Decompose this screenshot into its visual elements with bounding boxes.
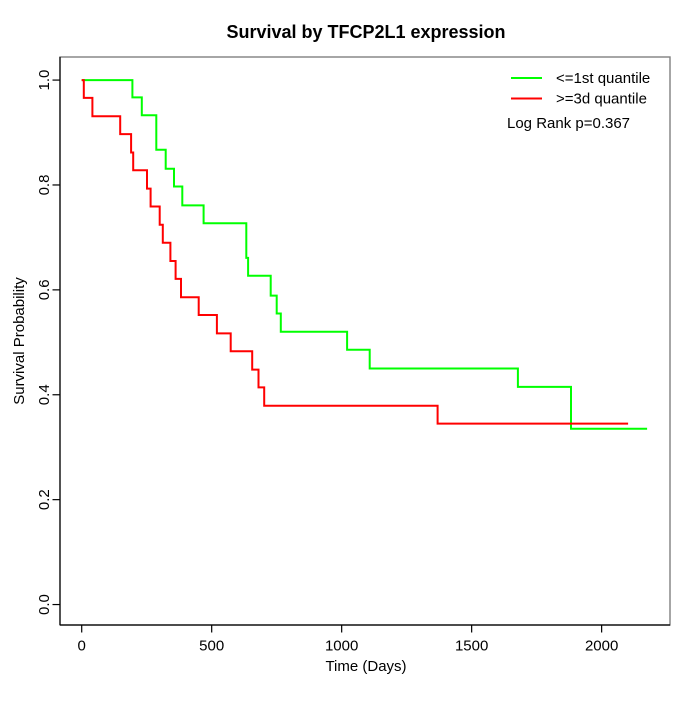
legend-label-first-quantile: <=1st quantile (556, 70, 650, 87)
x-tick-label: 1000 (325, 638, 358, 655)
y-tick-label: 0.2 (36, 489, 53, 510)
legend: <=1st quantile >=3d quantile Log Rank p=… (507, 70, 650, 132)
x-tick-label: 1500 (455, 638, 488, 655)
kaplan-meier-curve-red (81, 79, 629, 425)
y-tick-label: 0.6 (36, 279, 53, 300)
plot-border (59, 56, 671, 626)
survival-curves (81, 79, 648, 430)
x-tick-label: 500 (199, 638, 224, 655)
y-axis-label: Survival Probability (11, 277, 28, 405)
x-axis-ticks: 0 500 1000 1500 2000 (78, 625, 618, 655)
legend-label-third-quantile: >=3d quantile (556, 91, 647, 108)
x-tick-label: 2000 (585, 638, 618, 655)
y-tick-label: 1.0 (36, 70, 53, 91)
x-tick-label: 0 (78, 638, 86, 655)
chart-title: Survival by TFCP2L1 expression (226, 22, 505, 42)
x-axis-label: Time (Days) (325, 658, 406, 675)
y-tick-label: 0.0 (36, 594, 53, 615)
kaplan-meier-curve-green (81, 79, 648, 430)
log-rank-pvalue-text: Log Rank p=0.367 (507, 115, 630, 132)
y-tick-label: 0.8 (36, 175, 53, 196)
y-tick-label: 0.4 (36, 384, 53, 405)
y-axis-ticks: 0.0 0.2 0.4 0.6 0.8 1.0 (36, 70, 60, 615)
